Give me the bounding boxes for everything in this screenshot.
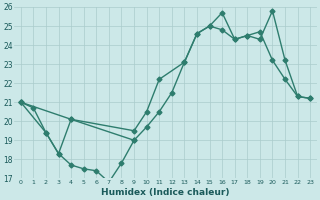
X-axis label: Humidex (Indice chaleur): Humidex (Indice chaleur) <box>101 188 230 197</box>
